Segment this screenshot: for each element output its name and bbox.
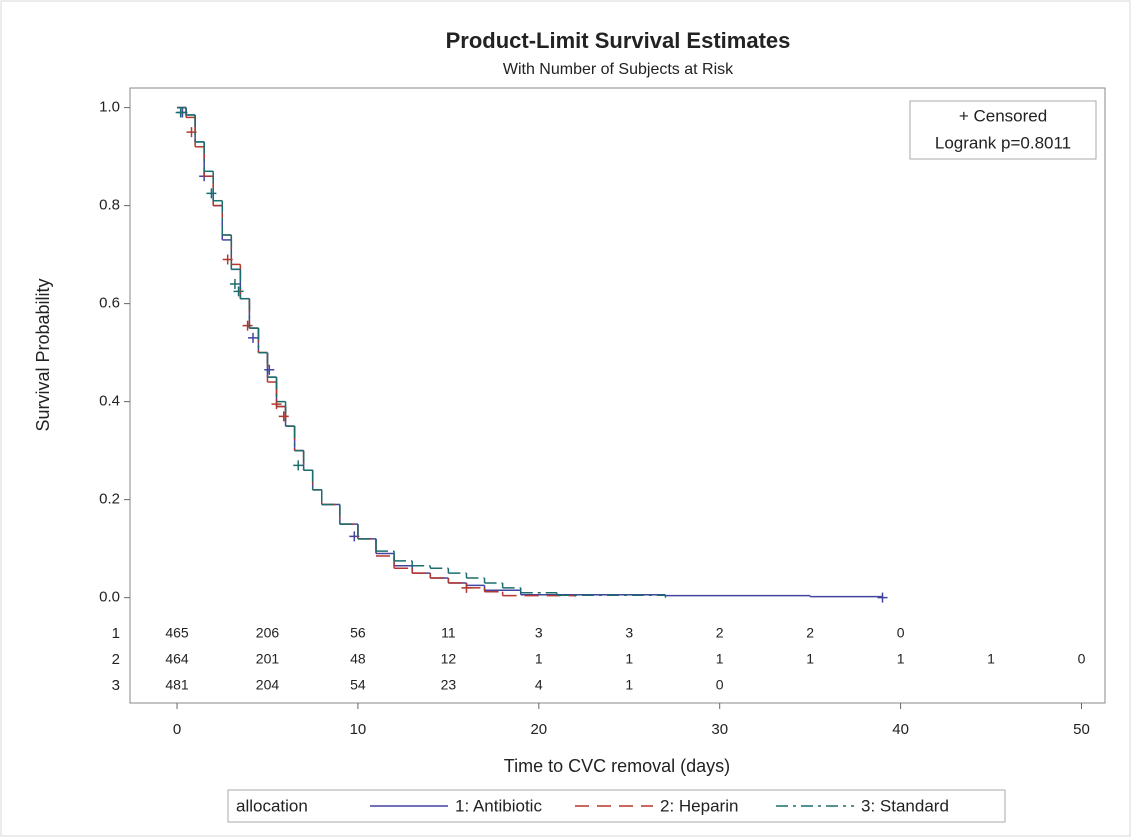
- annotation-box: [909, 100, 1097, 160]
- risk-count: 0: [1078, 651, 1086, 667]
- y-tick-label: 0.2: [99, 491, 120, 508]
- risk-count: 0: [716, 677, 724, 693]
- risk-row-label: 1: [112, 625, 120, 642]
- x-axis-label: Time to CVC removal (days): [504, 756, 730, 776]
- risk-count: 1: [535, 651, 543, 667]
- censor-mark: [461, 582, 472, 593]
- risk-count: 12: [441, 651, 457, 667]
- risk-row-label: 3: [112, 677, 120, 694]
- censor-mark: [877, 592, 888, 603]
- censor-mark: [248, 332, 259, 343]
- annotation: + Censored: [959, 106, 1047, 125]
- censor-mark: [229, 279, 240, 290]
- risk-count: 481: [165, 677, 189, 693]
- y-tick-label: 0.0: [99, 589, 120, 606]
- series: [177, 106, 667, 598]
- risk-count: 2: [806, 625, 814, 641]
- risk-count: 23: [441, 677, 457, 693]
- risk-count: 1: [625, 651, 633, 667]
- risk-count: 48: [350, 651, 366, 667]
- risk-count: 464: [165, 651, 189, 667]
- censor-mark: [222, 254, 233, 265]
- chart-title: Product-Limit Survival Estimates: [446, 28, 791, 53]
- x-tick-label: 0: [173, 721, 181, 738]
- y-tick-label: 0.6: [99, 295, 120, 312]
- risk-count: 204: [256, 677, 280, 693]
- legend-label: 1: Antibiotic: [455, 796, 542, 815]
- censor-mark: [206, 188, 217, 199]
- y-axis-label: Survival Probability: [33, 278, 53, 431]
- risk-count: 3: [625, 625, 633, 641]
- x-tick-label: 30: [711, 721, 728, 738]
- x-tick-label: 20: [530, 721, 547, 738]
- legend-box: [227, 789, 1006, 823]
- x-tick-label: 10: [350, 721, 367, 738]
- risk-count: 4: [535, 677, 543, 693]
- risk-row-label: 2: [112, 651, 120, 668]
- risk-count: 56: [350, 625, 366, 641]
- plot-frame: [129, 87, 1106, 704]
- risk-count: 1: [716, 651, 724, 667]
- legend-label: 3: Standard: [861, 796, 949, 815]
- censor-mark: [278, 411, 289, 422]
- x-tick-label: 50: [1073, 721, 1090, 738]
- risk-count: 465: [165, 625, 189, 641]
- legend-title: allocation: [236, 796, 308, 815]
- risk-count: 2: [716, 625, 724, 641]
- censor-mark: [242, 320, 253, 331]
- y-tick-label: 0.8: [99, 197, 120, 214]
- censor-mark: [264, 364, 275, 375]
- annotation: Logrank p=0.8011: [935, 133, 1071, 152]
- risk-count: 3: [535, 625, 543, 641]
- censor-mark: [175, 107, 186, 118]
- risk-count: 1: [987, 651, 995, 667]
- censor-mark: [293, 460, 304, 471]
- chart-subtitle: With Number of Subjects at Risk: [503, 61, 734, 78]
- risk-count: 1: [897, 651, 905, 667]
- x-tick-label: 40: [892, 721, 909, 738]
- censor-mark: [271, 399, 282, 410]
- risk-count: 1: [806, 651, 814, 667]
- legend-label: 2: Heparin: [660, 796, 738, 815]
- y-tick-label: 0.4: [99, 393, 120, 410]
- risk-count: 1: [625, 677, 633, 693]
- risk-count: 201: [256, 651, 280, 667]
- risk-count: 206: [256, 625, 280, 641]
- risk-count: 11: [441, 625, 456, 641]
- censor-mark: [233, 286, 244, 297]
- risk-count: 0: [897, 625, 905, 641]
- y-tick-label: 1.0: [99, 99, 120, 116]
- risk-count: 54: [350, 677, 366, 693]
